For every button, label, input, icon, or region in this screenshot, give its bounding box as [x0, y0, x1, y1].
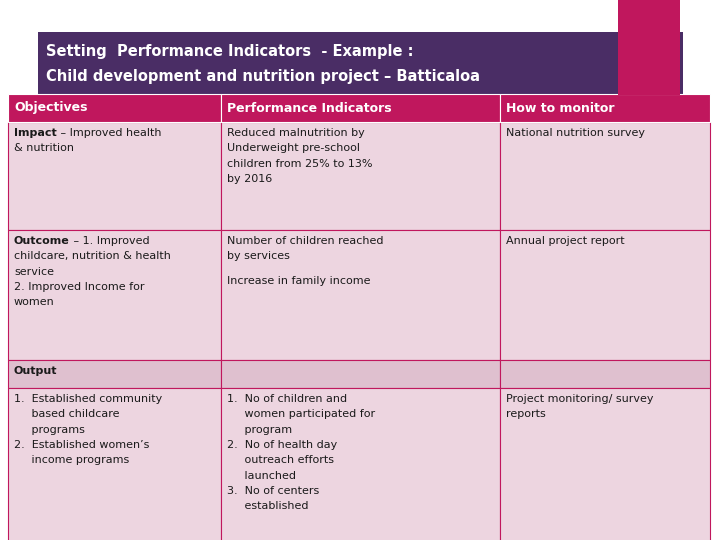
Text: Increase in family income: Increase in family income	[227, 276, 371, 286]
Bar	[221, 388, 500, 540]
Text: Project monitoring/ survey: Project monitoring/ survey	[506, 394, 654, 404]
Bar	[500, 94, 710, 122]
Text: outreach efforts: outreach efforts	[227, 455, 334, 465]
Text: by 2016: by 2016	[227, 174, 272, 184]
Text: reports: reports	[506, 409, 546, 420]
Text: 1.  Established community: 1. Established community	[14, 394, 162, 404]
Text: 1.  No of children and: 1. No of children and	[227, 394, 347, 404]
Text: Child development and nutrition project – Batticaloa: Child development and nutrition project …	[46, 69, 480, 84]
Text: Setting  Performance Indicators  - Example :: Setting Performance Indicators - Example…	[46, 44, 413, 59]
Text: Annual project report: Annual project report	[506, 236, 625, 246]
Text: launched: launched	[227, 471, 296, 481]
Text: Output: Output	[14, 366, 58, 376]
Text: 2.  Established women’s: 2. Established women’s	[14, 440, 149, 450]
Bar	[221, 94, 500, 122]
Bar	[8, 122, 221, 230]
Text: 2. Improved Income for: 2. Improved Income for	[14, 282, 145, 292]
Bar	[500, 388, 710, 540]
Bar	[8, 388, 221, 540]
Bar	[618, 0, 680, 95]
Text: – 1. Improved: – 1. Improved	[70, 236, 149, 246]
Text: Impact: Impact	[14, 128, 57, 138]
Text: women participated for: women participated for	[227, 409, 375, 420]
Text: Outcome: Outcome	[14, 236, 70, 246]
Bar	[500, 360, 710, 388]
Bar	[221, 230, 500, 360]
Text: income programs: income programs	[14, 455, 130, 465]
Text: based childcare: based childcare	[14, 409, 120, 420]
Text: & nutrition: & nutrition	[14, 143, 74, 153]
Text: established: established	[227, 501, 308, 511]
Text: National nutrition survey: National nutrition survey	[506, 128, 645, 138]
Text: service: service	[14, 267, 54, 276]
Bar	[500, 230, 710, 360]
Text: by services: by services	[227, 251, 290, 261]
Bar	[500, 122, 710, 230]
Bar	[221, 360, 500, 388]
Text: Underweight pre-school: Underweight pre-school	[227, 143, 360, 153]
Text: programs: programs	[14, 424, 85, 435]
Text: 3.  No of centers: 3. No of centers	[227, 486, 319, 496]
Text: How to monitor: How to monitor	[506, 102, 614, 114]
Text: children from 25% to 13%: children from 25% to 13%	[227, 159, 372, 168]
Text: 2.  No of health day: 2. No of health day	[227, 440, 337, 450]
Text: Performance Indicators: Performance Indicators	[227, 102, 392, 114]
Text: Number of children reached: Number of children reached	[227, 236, 384, 246]
Text: Objectives: Objectives	[14, 102, 88, 114]
Bar	[221, 122, 500, 230]
Text: program: program	[227, 424, 292, 435]
Bar	[8, 360, 221, 388]
Text: Reduced malnutrition by: Reduced malnutrition by	[227, 128, 365, 138]
Text: childcare, nutrition & health: childcare, nutrition & health	[14, 251, 171, 261]
Text: women: women	[14, 298, 55, 307]
Bar	[8, 94, 221, 122]
Bar	[38, 32, 683, 94]
Bar	[8, 230, 221, 360]
Text: – Improved health: – Improved health	[57, 128, 161, 138]
